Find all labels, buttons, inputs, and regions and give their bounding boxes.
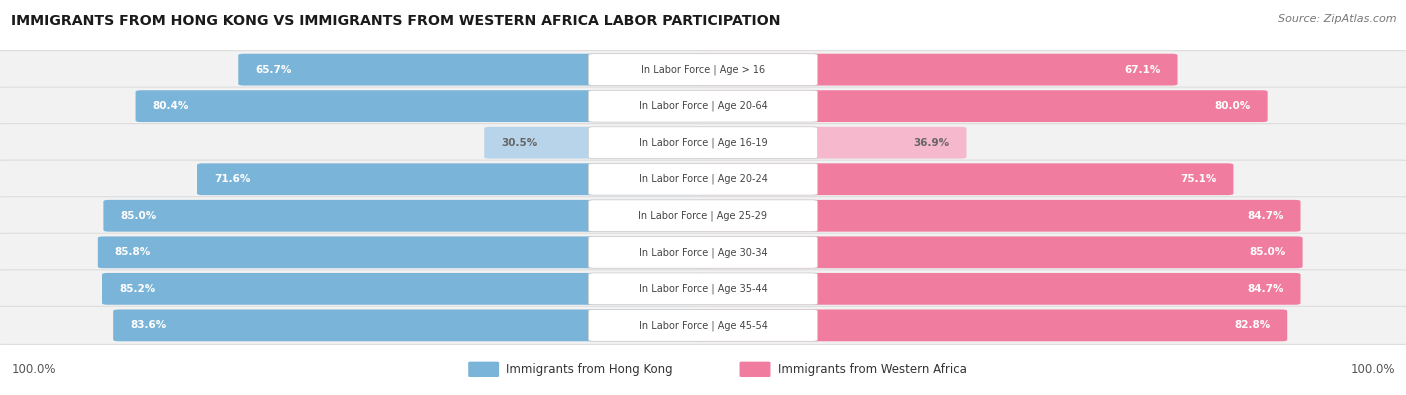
Text: 71.6%: 71.6%: [214, 174, 250, 184]
Text: In Labor Force | Age 45-54: In Labor Force | Age 45-54: [638, 320, 768, 331]
Text: 36.9%: 36.9%: [914, 138, 949, 148]
Text: 82.8%: 82.8%: [1234, 320, 1271, 330]
Text: 30.5%: 30.5%: [501, 138, 537, 148]
FancyBboxPatch shape: [697, 310, 1288, 341]
Text: In Labor Force | Age 25-29: In Labor Force | Age 25-29: [638, 211, 768, 221]
FancyBboxPatch shape: [588, 127, 818, 158]
FancyBboxPatch shape: [740, 362, 770, 377]
FancyBboxPatch shape: [697, 164, 1233, 195]
FancyBboxPatch shape: [135, 90, 709, 122]
Text: 100.0%: 100.0%: [1350, 363, 1395, 376]
FancyBboxPatch shape: [484, 127, 709, 158]
FancyBboxPatch shape: [0, 87, 1406, 125]
FancyBboxPatch shape: [697, 54, 1177, 85]
FancyBboxPatch shape: [588, 273, 818, 305]
Text: 85.0%: 85.0%: [121, 211, 156, 221]
FancyBboxPatch shape: [588, 200, 818, 231]
Text: 75.1%: 75.1%: [1180, 174, 1216, 184]
FancyBboxPatch shape: [98, 236, 709, 268]
Text: 65.7%: 65.7%: [254, 65, 291, 75]
Text: 84.7%: 84.7%: [1247, 284, 1284, 294]
FancyBboxPatch shape: [0, 51, 1406, 89]
FancyBboxPatch shape: [588, 236, 818, 268]
FancyBboxPatch shape: [238, 54, 709, 85]
FancyBboxPatch shape: [0, 233, 1406, 271]
FancyBboxPatch shape: [0, 124, 1406, 162]
Text: 67.1%: 67.1%: [1125, 65, 1160, 75]
Text: In Labor Force | Age > 16: In Labor Force | Age > 16: [641, 64, 765, 75]
Text: In Labor Force | Age 35-44: In Labor Force | Age 35-44: [638, 284, 768, 294]
Text: 85.0%: 85.0%: [1250, 247, 1285, 257]
FancyBboxPatch shape: [588, 310, 818, 341]
FancyBboxPatch shape: [697, 273, 1301, 305]
Text: IMMIGRANTS FROM HONG KONG VS IMMIGRANTS FROM WESTERN AFRICA LABOR PARTICIPATION: IMMIGRANTS FROM HONG KONG VS IMMIGRANTS …: [11, 14, 780, 28]
FancyBboxPatch shape: [0, 197, 1406, 235]
FancyBboxPatch shape: [588, 164, 818, 195]
Text: In Labor Force | Age 30-34: In Labor Force | Age 30-34: [638, 247, 768, 258]
Text: Source: ZipAtlas.com: Source: ZipAtlas.com: [1278, 14, 1396, 24]
Text: 80.4%: 80.4%: [152, 101, 188, 111]
FancyBboxPatch shape: [697, 90, 1268, 122]
FancyBboxPatch shape: [114, 310, 709, 341]
Text: 83.6%: 83.6%: [131, 320, 166, 330]
FancyBboxPatch shape: [104, 200, 709, 231]
Text: 85.8%: 85.8%: [115, 247, 150, 257]
Text: In Labor Force | Age 20-24: In Labor Force | Age 20-24: [638, 174, 768, 184]
Text: Immigrants from Hong Kong: Immigrants from Hong Kong: [506, 363, 673, 376]
Text: Immigrants from Western Africa: Immigrants from Western Africa: [778, 363, 966, 376]
FancyBboxPatch shape: [0, 160, 1406, 198]
FancyBboxPatch shape: [103, 273, 709, 305]
FancyBboxPatch shape: [468, 362, 499, 377]
FancyBboxPatch shape: [0, 307, 1406, 344]
Text: 100.0%: 100.0%: [11, 363, 56, 376]
Text: In Labor Force | Age 20-64: In Labor Force | Age 20-64: [638, 101, 768, 111]
Text: 84.7%: 84.7%: [1247, 211, 1284, 221]
FancyBboxPatch shape: [197, 164, 709, 195]
Text: 80.0%: 80.0%: [1215, 101, 1251, 111]
FancyBboxPatch shape: [588, 54, 818, 85]
FancyBboxPatch shape: [697, 200, 1301, 231]
FancyBboxPatch shape: [697, 127, 966, 158]
FancyBboxPatch shape: [0, 270, 1406, 308]
FancyBboxPatch shape: [697, 236, 1302, 268]
Text: In Labor Force | Age 16-19: In Labor Force | Age 16-19: [638, 137, 768, 148]
FancyBboxPatch shape: [588, 90, 818, 122]
Text: 85.2%: 85.2%: [120, 284, 155, 294]
